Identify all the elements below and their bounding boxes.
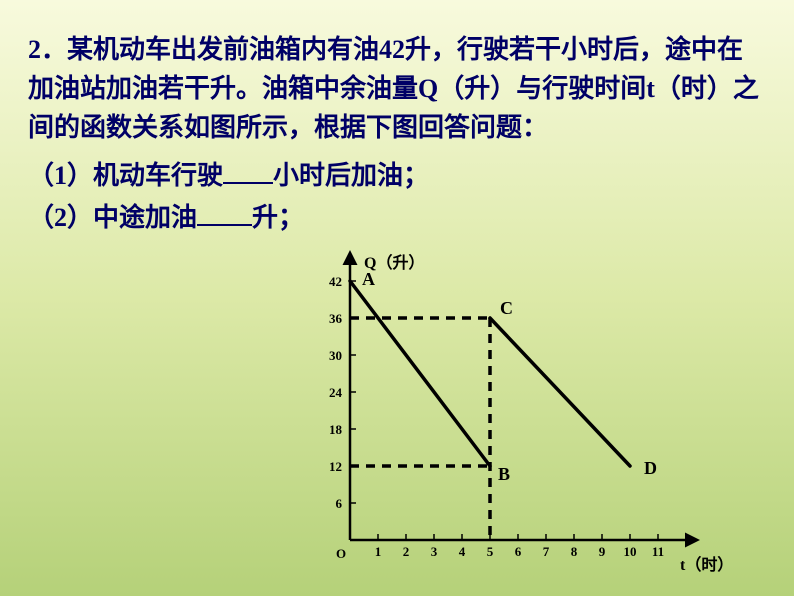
blank-1 <box>223 182 273 184</box>
sub-questions: （1）机动车行驶小时后加油； （2）中途加油升； <box>28 155 766 238</box>
svg-text:12: 12 <box>329 459 342 474</box>
svg-text:1: 1 <box>375 544 382 559</box>
svg-text:42: 42 <box>329 274 342 289</box>
problem-statement: 2．某机动车出发前油箱内有油42升，行驶若干小时后，途中在加油站加油若干升。油箱… <box>28 30 766 147</box>
svg-text:5: 5 <box>487 544 494 559</box>
problem-body: 某机动车出发前油箱内有油42升，行驶若干小时后，途中在加油站加油若干升。油箱中余… <box>28 35 759 142</box>
svg-text:D: D <box>644 458 657 478</box>
svg-text:6: 6 <box>336 496 343 511</box>
svg-text:10: 10 <box>624 544 637 559</box>
sub-question-1: （1）机动车行驶小时后加油； <box>28 155 766 197</box>
svg-text:C: C <box>500 298 513 318</box>
svg-text:7: 7 <box>543 544 550 559</box>
fuel-chart: O12345678910116121824303642Q（升）t（时）ABCD <box>300 250 750 590</box>
chart-svg: O12345678910116121824303642Q（升）t（时）ABCD <box>300 250 750 590</box>
svg-text:2: 2 <box>403 544 410 559</box>
svg-text:11: 11 <box>652 544 664 559</box>
svg-text:36: 36 <box>329 311 343 326</box>
svg-text:3: 3 <box>431 544 438 559</box>
svg-text:O: O <box>336 546 346 561</box>
svg-text:18: 18 <box>329 422 343 437</box>
svg-text:A: A <box>362 269 375 289</box>
sub-question-2: （2）中途加油升； <box>28 197 766 239</box>
problem-prefix: 2． <box>28 35 67 64</box>
svg-text:8: 8 <box>571 544 578 559</box>
svg-text:4: 4 <box>459 544 466 559</box>
svg-text:B: B <box>498 464 510 484</box>
svg-text:30: 30 <box>329 348 342 363</box>
svg-text:6: 6 <box>515 544 522 559</box>
svg-text:t（时）: t（时） <box>680 556 733 574</box>
svg-text:9: 9 <box>599 544 606 559</box>
blank-2 <box>197 224 252 226</box>
svg-text:24: 24 <box>329 385 343 400</box>
